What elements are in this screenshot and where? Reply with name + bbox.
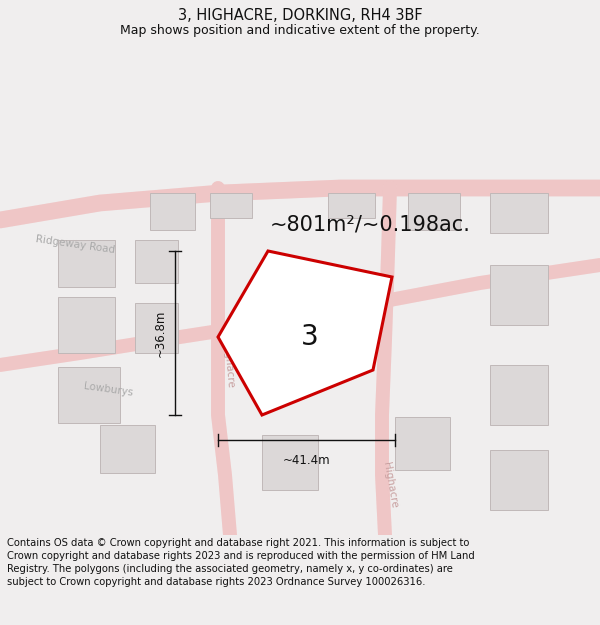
Polygon shape <box>58 240 115 287</box>
Text: ~801m²/~0.198ac.: ~801m²/~0.198ac. <box>269 215 470 235</box>
Polygon shape <box>100 425 155 473</box>
Text: Highacre: Highacre <box>381 461 399 509</box>
Text: 3: 3 <box>301 323 319 351</box>
Polygon shape <box>490 265 548 325</box>
Text: Ridgeway Road: Ridgeway Road <box>35 234 115 256</box>
Polygon shape <box>408 193 460 230</box>
Text: Lowburys: Lowburys <box>83 382 133 398</box>
Polygon shape <box>150 193 195 230</box>
Polygon shape <box>58 367 120 423</box>
Polygon shape <box>395 417 450 470</box>
Polygon shape <box>58 297 115 353</box>
Text: Map shows position and indicative extent of the property.: Map shows position and indicative extent… <box>120 24 480 37</box>
Text: ~41.4m: ~41.4m <box>283 454 331 467</box>
Polygon shape <box>135 240 178 283</box>
Polygon shape <box>490 193 548 233</box>
Text: 3, HIGHACRE, DORKING, RH4 3BF: 3, HIGHACRE, DORKING, RH4 3BF <box>178 8 422 23</box>
Polygon shape <box>218 251 392 415</box>
Polygon shape <box>135 303 178 353</box>
Text: Highacre: Highacre <box>221 341 235 389</box>
Polygon shape <box>490 365 548 425</box>
Text: ~36.8m: ~36.8m <box>154 309 167 357</box>
Polygon shape <box>328 193 375 218</box>
Text: Contains OS data © Crown copyright and database right 2021. This information is : Contains OS data © Crown copyright and d… <box>7 538 475 588</box>
Polygon shape <box>210 193 252 218</box>
Polygon shape <box>490 450 548 510</box>
Polygon shape <box>262 435 318 490</box>
